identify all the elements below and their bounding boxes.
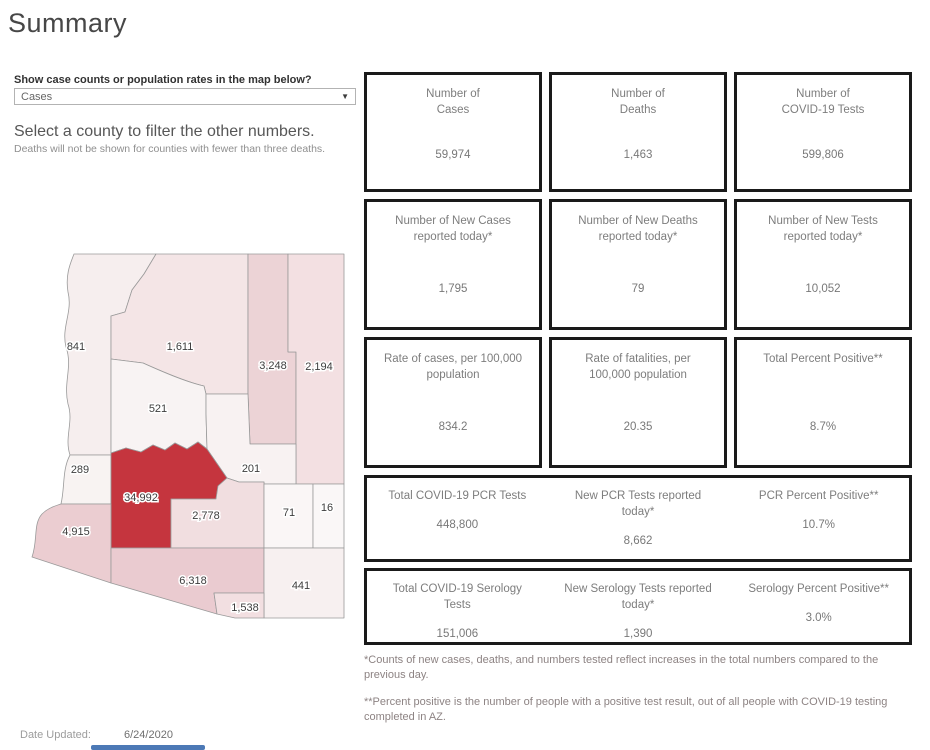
stat-card-title: Total Percent Positive** xyxy=(763,353,883,365)
select-county-subtext: Deaths will not be shown for counties wi… xyxy=(14,143,326,155)
stat-card-title: Number of COVID-19 Tests xyxy=(781,88,865,116)
stat-cell-title: New PCR Tests reported today* xyxy=(574,490,702,518)
county-santa-cruz[interactable] xyxy=(213,592,265,619)
stat-row-serology: Total COVID-19 Serology Tests 151,006 Ne… xyxy=(364,568,912,645)
county-yuma[interactable] xyxy=(31,503,112,584)
footnote-new-counts: *Counts of new cases, deaths, and number… xyxy=(364,654,879,681)
stat-card-tests: Number of COVID-19 Tests 599,806 xyxy=(734,72,912,192)
stat-card-value: 1,795 xyxy=(438,283,468,296)
stat-card-value: 834.2 xyxy=(438,421,468,434)
horizontal-scrollbar-thumb[interactable] xyxy=(91,745,205,750)
stat-cell-title: Total COVID-19 PCR Tests xyxy=(388,490,527,502)
county-label-mohave: 841 xyxy=(67,341,85,353)
stat-cell-value: 8,662 xyxy=(623,535,653,547)
map-mode-dropdown[interactable]: Cases ▼ xyxy=(14,88,356,105)
chevron-down-icon[interactable]: ▼ xyxy=(341,91,349,101)
county-label-navajo: 3,248 xyxy=(259,360,287,372)
stat-card-title: Number of New Tests reported today* xyxy=(768,215,878,243)
county-label-la-paz: 289 xyxy=(71,464,89,476)
county-label-greenlee: 16 xyxy=(321,502,333,514)
stat-card-title: Rate of cases, per 100,000 population xyxy=(383,353,523,381)
stat-cell-value: 1,390 xyxy=(623,628,653,640)
date-updated-value: 6/24/2020 xyxy=(124,729,173,741)
county-label-coconino: 1,611 xyxy=(167,341,194,353)
stat-cell-value: 3.0% xyxy=(805,612,832,624)
stat-cell-title: Serology Percent Positive** xyxy=(748,583,889,595)
stat-card-fatality-rate: Rate of fatalities, per 100,000 populati… xyxy=(549,337,727,468)
county-label-pinal: 2,778 xyxy=(192,510,220,522)
stat-cell-pcr-total: Total COVID-19 PCR Tests 448,800 xyxy=(367,478,548,559)
map-mode-selected-value: Cases xyxy=(21,90,53,103)
county-label-gila: 201 xyxy=(242,463,260,475)
stat-card-cases: Number of Cases 59,974 xyxy=(364,72,542,192)
county-label-yavapai: 521 xyxy=(149,403,167,415)
stat-row-rates: Rate of cases, per 100,000 population 83… xyxy=(364,337,912,468)
stat-card-value: 79 xyxy=(631,283,645,296)
stat-card-title: Rate of fatalities, per 100,000 populati… xyxy=(585,353,691,381)
footnote-percent-positive: **Percent positive is the number of peop… xyxy=(364,696,888,723)
stat-cell-pcr-new: New PCR Tests reported today* 8,662 xyxy=(548,478,729,559)
county-la-paz[interactable] xyxy=(60,454,112,505)
stat-card-value: 59,974 xyxy=(435,149,471,162)
select-county-heading: Select a county to filter the other numb… xyxy=(14,123,315,140)
county-greenlee[interactable] xyxy=(312,483,345,549)
stat-cell-title: Total COVID-19 Serology Tests xyxy=(392,583,522,611)
page-title: Summary xyxy=(8,8,128,38)
stat-row-pcr: Total COVID-19 PCR Tests 448,800 New PCR… xyxy=(364,475,912,562)
county-label-yuma: 4,915 xyxy=(62,526,90,538)
county-label-pima: 6,318 xyxy=(179,575,207,587)
stat-card-title: Number of Cases xyxy=(426,88,480,116)
stat-row-totals: Number of Cases 59,974 Number of Deaths … xyxy=(364,72,912,192)
stat-cell-value: 10.7% xyxy=(802,519,835,531)
stat-card-value: 599,806 xyxy=(802,149,844,162)
stat-card-new-tests: Number of New Tests reported today* 10,0… xyxy=(734,199,912,330)
map-mode-label: Show case counts or population rates in … xyxy=(14,74,312,86)
stat-card-deaths: Number of Deaths 1,463 xyxy=(549,72,727,192)
stat-card-title: Number of New Deaths reported today* xyxy=(578,215,698,243)
county-label-santa-cruz: 1,538 xyxy=(231,602,259,614)
stat-cell-serology-percent: Serology Percent Positive** 3.0% xyxy=(728,571,909,642)
stat-cell-title: PCR Percent Positive** xyxy=(758,490,879,502)
stats-panel: Number of Cases 59,974 Number of Deaths … xyxy=(364,72,912,725)
county-label-graham: 71 xyxy=(283,507,295,519)
stat-cell-serology-total: Total COVID-19 Serology Tests 151,006 xyxy=(367,571,548,642)
stat-card-case-rate: Rate of cases, per 100,000 population 83… xyxy=(364,337,542,468)
stat-cell-pcr-percent: PCR Percent Positive** 10.7% xyxy=(728,478,909,559)
stat-cell-serology-new: New Serology Tests reported today* 1,390 xyxy=(548,571,729,642)
county-label-cochise: 441 xyxy=(292,580,310,592)
county-label-apache: 2,194 xyxy=(305,361,333,373)
footnotes: *Counts of new cases, deaths, and number… xyxy=(364,653,916,725)
stat-cell-value: 448,800 xyxy=(436,519,479,531)
stat-card-total-percent-positive: Total Percent Positive** 8.7% xyxy=(734,337,912,468)
stat-card-title: Number of New Cases reported today* xyxy=(395,215,511,243)
date-updated-label: Date Updated: xyxy=(20,729,91,741)
stat-card-new-deaths: Number of New Deaths reported today* 79 xyxy=(549,199,727,330)
county-label-maricopa: 34,992 xyxy=(124,492,158,504)
stat-card-title: Number of Deaths xyxy=(611,88,665,116)
stat-card-new-cases: Number of New Cases reported today* 1,79… xyxy=(364,199,542,330)
stat-card-value: 8.7% xyxy=(809,421,837,434)
stat-card-value: 1,463 xyxy=(623,149,653,162)
stat-card-value: 10,052 xyxy=(805,283,841,296)
stat-card-value: 20.35 xyxy=(623,421,653,434)
stat-row-new-today: Number of New Cases reported today* 1,79… xyxy=(364,199,912,330)
stat-cell-title: New Serology Tests reported today* xyxy=(564,583,712,611)
arizona-county-map[interactable]: 841 1,611 3,248 2,194 521 201 289 34,992 2,778 71… xyxy=(28,252,350,620)
stat-cell-value: 151,006 xyxy=(436,628,479,640)
